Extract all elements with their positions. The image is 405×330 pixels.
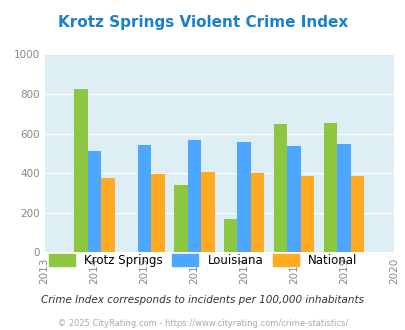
Bar — [151, 174, 164, 252]
Bar — [250, 173, 264, 252]
Bar — [337, 144, 350, 252]
Bar — [101, 178, 115, 252]
Bar — [323, 123, 337, 252]
Bar — [174, 185, 187, 252]
Bar — [200, 172, 214, 252]
Bar — [300, 176, 313, 252]
Text: Crime Index corresponds to incidents per 100,000 inhabitants: Crime Index corresponds to incidents per… — [41, 295, 364, 305]
Text: Krotz Springs Violent Crime Index: Krotz Springs Violent Crime Index — [58, 15, 347, 30]
Text: © 2025 CityRating.com - https://www.cityrating.com/crime-statistics/: © 2025 CityRating.com - https://www.city… — [58, 319, 347, 328]
Bar — [273, 124, 287, 252]
Bar — [74, 89, 87, 252]
Bar — [224, 219, 237, 252]
Bar — [87, 151, 101, 252]
Bar — [350, 176, 363, 252]
Bar — [137, 145, 151, 252]
Legend: Krotz Springs, Louisiana, National: Krotz Springs, Louisiana, National — [44, 249, 361, 271]
Bar — [187, 140, 200, 252]
Bar — [237, 142, 250, 252]
Bar — [287, 146, 300, 252]
